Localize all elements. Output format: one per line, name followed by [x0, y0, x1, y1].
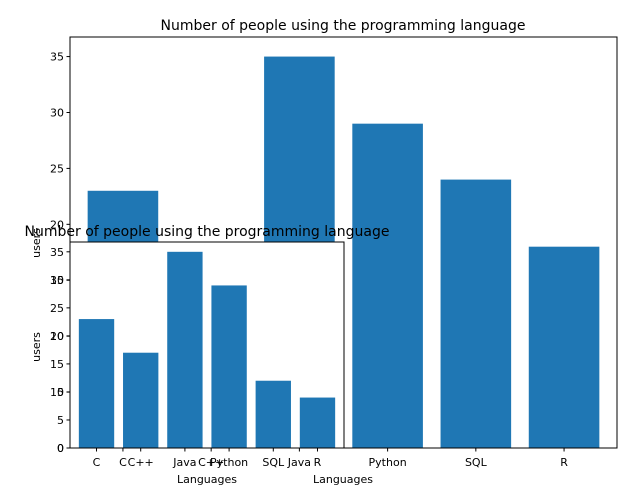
c0-xtick-label: C [93, 456, 101, 469]
c0-bar-sql [255, 380, 291, 448]
c1-ytick-label: 35 [50, 51, 64, 64]
c0-ytick-label: 20 [50, 330, 64, 343]
c0-ytick-label: 10 [50, 386, 64, 399]
c1-ytick-label: 15 [50, 274, 64, 287]
inset-chart-title: Number of people using the programming l… [25, 224, 390, 240]
main-chart-ylabel: users [30, 228, 43, 258]
c1-ytick-label: 5 [57, 386, 64, 399]
inset-chart-background [70, 242, 344, 448]
c0-bar-cpp [123, 352, 159, 448]
inset-chart-frame [69, 241, 345, 449]
c0-bar-java [167, 251, 203, 448]
c0-bar-python [211, 285, 247, 448]
c1-ytick-label: 25 [50, 162, 64, 175]
c1-ytick-label: 10 [50, 330, 64, 343]
inset-chart-ylabel: users [30, 332, 43, 362]
c1-xtick-label: Python [369, 456, 407, 469]
inset-chart-xlabel: Languages [177, 473, 237, 486]
main-chart-xlabel: Languages [313, 473, 373, 486]
c0-bar-r [299, 397, 336, 448]
c0-xtick-label: R [314, 456, 322, 469]
c1-xtick-label: Java [287, 456, 311, 469]
c1-ytick-label: 0 [57, 442, 64, 455]
c0-ytick-label: 5 [57, 414, 64, 427]
watermark: 知乎 @NullCat [496, 460, 607, 479]
c0-ytick-label: 30 [50, 274, 64, 287]
c1-ytick-label: 20 [50, 218, 64, 231]
c1-bar-python [352, 123, 423, 449]
c1-ytick-label: 30 [50, 106, 64, 119]
inset-chart: Number of people using the programming l… [25, 224, 390, 486]
c1-xtick-label: SQL [465, 456, 488, 469]
c0-xtick-label: C++ [128, 456, 154, 469]
main-chart-title: Number of people using the programming l… [161, 18, 526, 34]
c1-bar-r [528, 246, 600, 448]
c0-ytick-label: 25 [50, 302, 64, 315]
c1-bar-sql [440, 179, 512, 448]
c0-xtick-label: SQL [262, 456, 285, 469]
c0-bar-c [78, 319, 115, 448]
c0-ytick-label: 0 [57, 442, 64, 455]
c0-ytick-label: 15 [50, 358, 64, 371]
c1-xtick-label: R [560, 456, 568, 469]
c0-xtick-label: Java [172, 456, 196, 469]
c0-xtick-label: Python [210, 456, 248, 469]
c1-xtick-label: C [119, 456, 127, 469]
c0-ytick-label: 35 [50, 246, 64, 259]
c1-xtick-label: C++ [198, 456, 224, 469]
